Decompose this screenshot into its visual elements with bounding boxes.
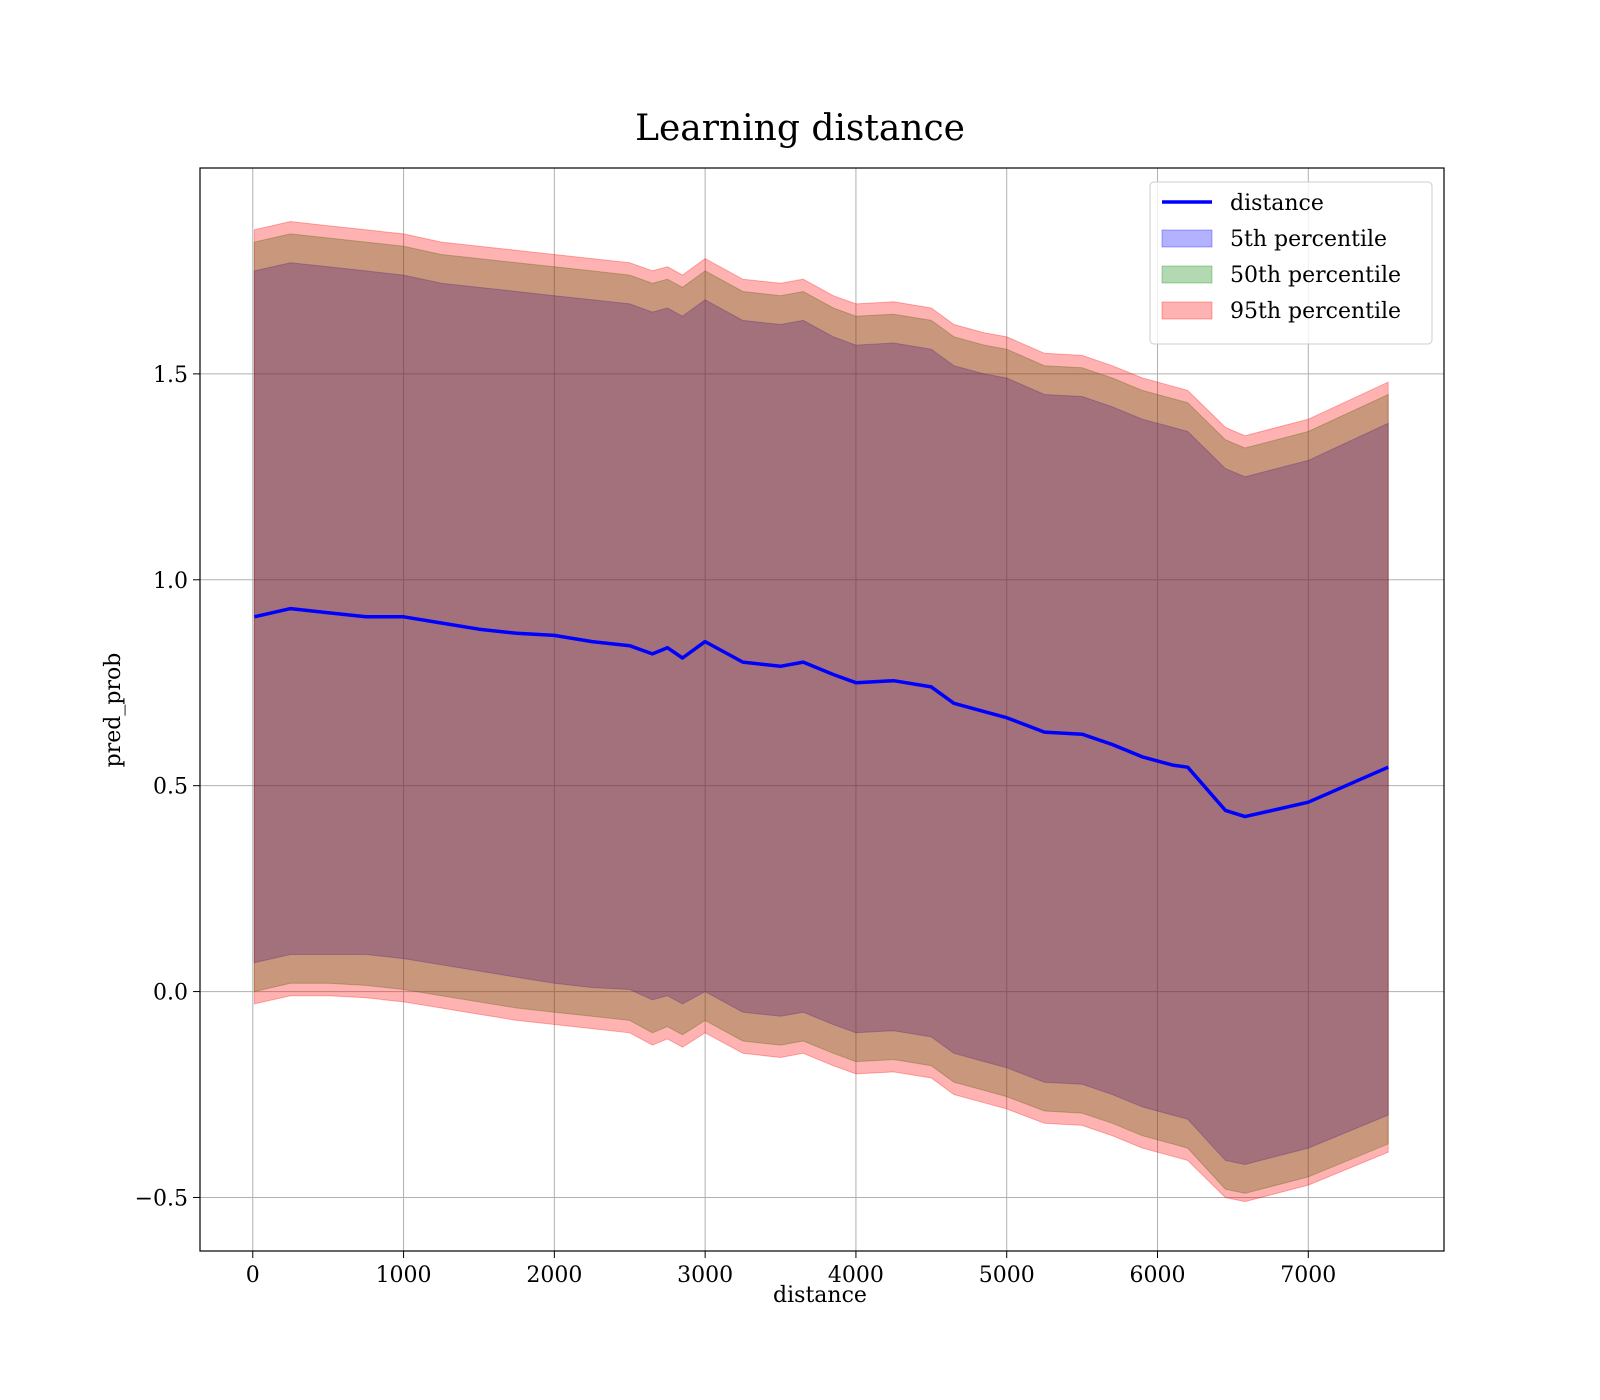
x-tick-label: 0 [246,1263,260,1288]
legend-box [1149,181,1433,345]
line-distance [253,606,1389,819]
y-tick-label: 0.5 [153,775,188,800]
x-axis-label: distance [773,1283,867,1308]
x-tick-label: 7000 [1280,1263,1336,1288]
series-lines [253,606,1389,819]
plot-frame [199,167,1445,1252]
legend-swatch [1161,265,1213,284]
band-5th-percentile [253,262,1389,1166]
band-95th-percentile [253,220,1389,1203]
band-50th-percentile [253,233,1389,1194]
y-tick-label: 1.5 [153,363,188,388]
x-tick-label: 3000 [677,1263,733,1288]
y-tick-label: 1.0 [153,569,188,594]
x-tick-label: 1000 [376,1263,432,1288]
x-tick-label: 2000 [526,1263,582,1288]
legend-label: 50th percentile [1230,263,1401,288]
x-tick-label: 6000 [1130,1263,1186,1288]
y-tick-label: 0.0 [153,981,188,1006]
y-tick-label: −0.5 [135,1186,188,1211]
legend-label: 5th percentile [1230,227,1387,252]
y-axis-label: pred_prob [101,653,126,768]
axis-ticks: 0 1000 2000 3000 4000 5000 6000 7000 −0.5 0.0 0.5 1… [135,363,1337,1288]
legend: distance 5th percentile 50th percentile 95t… [1149,181,1433,345]
percentile-bands [253,220,1389,1203]
grid-lines [200,168,1444,1251]
legend-swatch [1161,301,1213,320]
legend-label: 95th percentile [1230,299,1401,324]
legend-swatch [1161,229,1213,248]
x-tick-label: 4000 [828,1263,884,1288]
x-tick-label: 5000 [979,1263,1035,1288]
legend-label: distance [1230,191,1324,216]
chart-title: Learning distance [635,108,965,149]
